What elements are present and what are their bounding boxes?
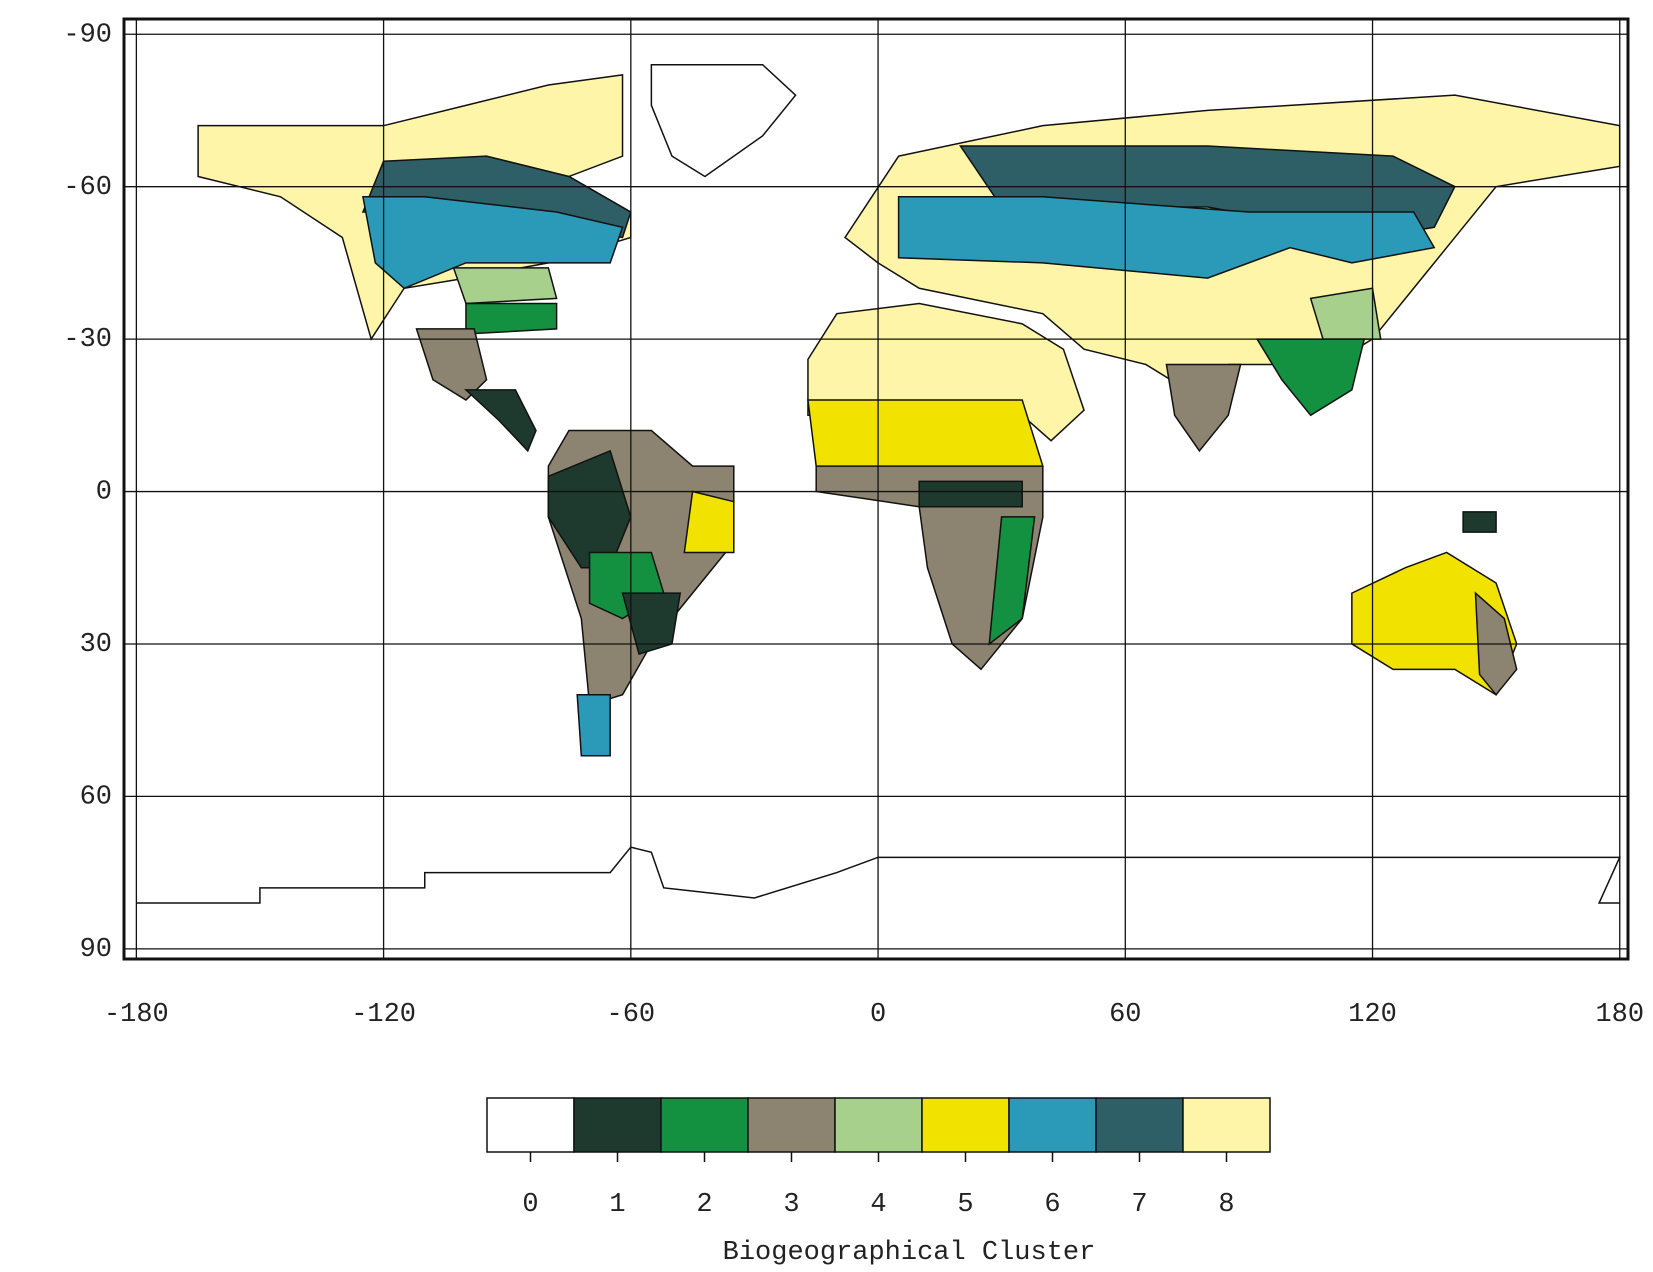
colorbar-cell: [921, 1097, 1010, 1153]
region: [363, 197, 623, 288]
x-tick-label: 0: [870, 1000, 886, 1030]
colorbar-cell: [1008, 1097, 1097, 1153]
colorbar-cell: [834, 1097, 923, 1153]
y-tick-label: 30: [80, 630, 112, 660]
y-tick-label: 90: [80, 935, 112, 965]
x-tick-label: -180: [104, 1000, 169, 1030]
region: [454, 268, 557, 304]
colorbar-cell: [1095, 1097, 1184, 1153]
region: [1463, 512, 1496, 532]
colorbar-tick-label: 2: [696, 1190, 712, 1220]
region: [684, 492, 733, 553]
colorbar-label: Biogeographical Cluster: [723, 1238, 1096, 1268]
colorbar-cell: [660, 1097, 749, 1153]
region: [651, 65, 795, 177]
colorbar-tick-label: 1: [609, 1190, 625, 1220]
plot-frame: [122, 17, 1630, 961]
region: [1257, 339, 1364, 415]
x-tick-label: -120: [351, 1000, 416, 1030]
map-regions: [136, 65, 1619, 903]
y-tick-label: 60: [80, 783, 112, 813]
region: [1166, 364, 1240, 450]
region: [989, 517, 1034, 644]
region: [577, 695, 610, 756]
region: [466, 304, 557, 334]
region: [808, 400, 1043, 476]
region: [919, 481, 1022, 506]
y-tick-label: -30: [63, 325, 112, 355]
colorbar-tick-label: 0: [522, 1190, 538, 1220]
colorbar-cell: [1182, 1097, 1271, 1153]
x-tick-label: 180: [1595, 1000, 1644, 1030]
colorbar-tick-label: 7: [1131, 1190, 1147, 1220]
region: [899, 197, 1435, 278]
colorbar-cell: [573, 1097, 662, 1153]
y-tick-label: 0: [96, 478, 112, 508]
colorbar-cell: [747, 1097, 836, 1153]
colorbar-cell: [486, 1097, 575, 1153]
x-tick-label: 120: [1348, 1000, 1397, 1030]
y-tick-label: -90: [63, 20, 112, 50]
x-tick-label: -60: [607, 1000, 656, 1030]
colorbar-tick-label: 3: [783, 1190, 799, 1220]
colorbar-tick-label: 4: [870, 1190, 886, 1220]
colorbar-tick-label: 8: [1218, 1190, 1234, 1220]
colorbar-tick-label: 6: [1044, 1190, 1060, 1220]
colorbar-tick-label: 5: [957, 1190, 973, 1220]
x-tick-label: 60: [1109, 1000, 1141, 1030]
region: [466, 390, 536, 451]
y-tick-label: -60: [63, 173, 112, 203]
